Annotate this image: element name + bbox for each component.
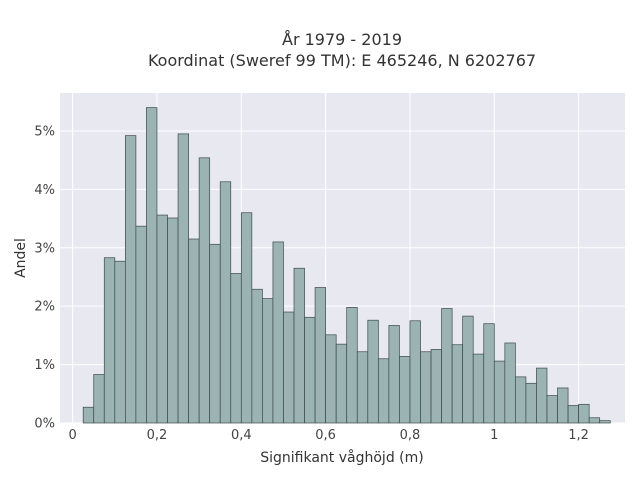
histogram-bar [114, 260, 126, 424]
histogram-bar [146, 107, 158, 424]
bars [82, 107, 611, 424]
histogram-bar [198, 157, 211, 424]
y-tick-label: 4% [34, 183, 55, 198]
x-tick-label: 0 [69, 428, 77, 443]
y-axis-label: Andel [13, 238, 29, 278]
y-axis-ticks: 0% 1% 2% 3% 4% 5% [34, 124, 55, 431]
histogram-bar [293, 267, 305, 424]
histogram-bar [251, 288, 263, 424]
y-tick-label: 0% [34, 417, 55, 432]
x-tick-label: 0,2 [147, 428, 168, 443]
histogram-bar [588, 417, 601, 424]
histogram-bar [314, 287, 326, 424]
histogram-bar [557, 387, 569, 424]
histogram-bar [177, 133, 189, 424]
histogram-bar [367, 319, 379, 424]
histogram-bar [430, 349, 442, 424]
histogram-bar [262, 298, 274, 424]
histogram-bar [335, 343, 348, 424]
histogram-bar [219, 181, 232, 424]
histogram-bar [472, 353, 485, 424]
histogram-bar [156, 214, 168, 424]
histogram-bar [230, 273, 242, 424]
histogram-bar [304, 316, 316, 424]
histogram-bar [599, 420, 611, 424]
y-tick-label: 2% [34, 300, 55, 315]
x-axis-label: Signifikant våghöjd (m) [260, 449, 423, 466]
histogram-bar [536, 367, 548, 424]
histogram-bar [283, 311, 295, 424]
histogram-bar [125, 135, 137, 424]
histogram-bar [462, 315, 474, 424]
histogram-bar [240, 212, 253, 424]
chart-subtitle: Koordinat (Sweref 99 TM): E 465246, N 62… [148, 51, 536, 70]
histogram-bar [346, 307, 358, 424]
histogram-bar [272, 241, 284, 424]
histogram-bar [377, 358, 390, 424]
x-tick-label: 1,2 [568, 428, 589, 443]
histogram-bar [188, 238, 200, 424]
histogram-bar [525, 382, 537, 424]
histogram-bar [209, 243, 221, 424]
x-tick-label: 0,6 [315, 428, 336, 443]
histogram-bar [420, 351, 432, 424]
histogram-bar [546, 395, 558, 424]
histogram-bar [441, 308, 453, 424]
histogram-bar [578, 403, 590, 424]
histogram-bar [103, 257, 116, 424]
x-axis-ticks: 0 0,2 0,4 0,6 0,8 1 1,2 [69, 428, 589, 443]
x-tick-label: 1 [490, 428, 498, 443]
histogram-bar [167, 217, 179, 424]
histogram-bar [399, 356, 411, 424]
y-tick-label: 5% [34, 124, 55, 139]
histogram-bar [515, 376, 527, 424]
histogram-bar [93, 374, 105, 424]
histogram-bar [451, 344, 464, 424]
histogram-bar [82, 406, 95, 424]
y-tick-label: 3% [34, 241, 55, 256]
histogram-bar [567, 405, 579, 424]
chart-title: År 1979 - 2019 [282, 30, 402, 49]
histogram-bar [493, 360, 506, 424]
histogram-bar [504, 342, 516, 424]
histogram-bar [135, 225, 147, 424]
histogram-bar [483, 323, 495, 424]
y-tick-label: 1% [34, 358, 55, 373]
histogram-bar [409, 320, 421, 424]
histogram-bar [356, 351, 369, 424]
histogram-bar [388, 325, 400, 424]
x-tick-label: 0,4 [231, 428, 252, 443]
x-tick-label: 0,8 [400, 428, 421, 443]
histogram-bar [325, 334, 337, 424]
